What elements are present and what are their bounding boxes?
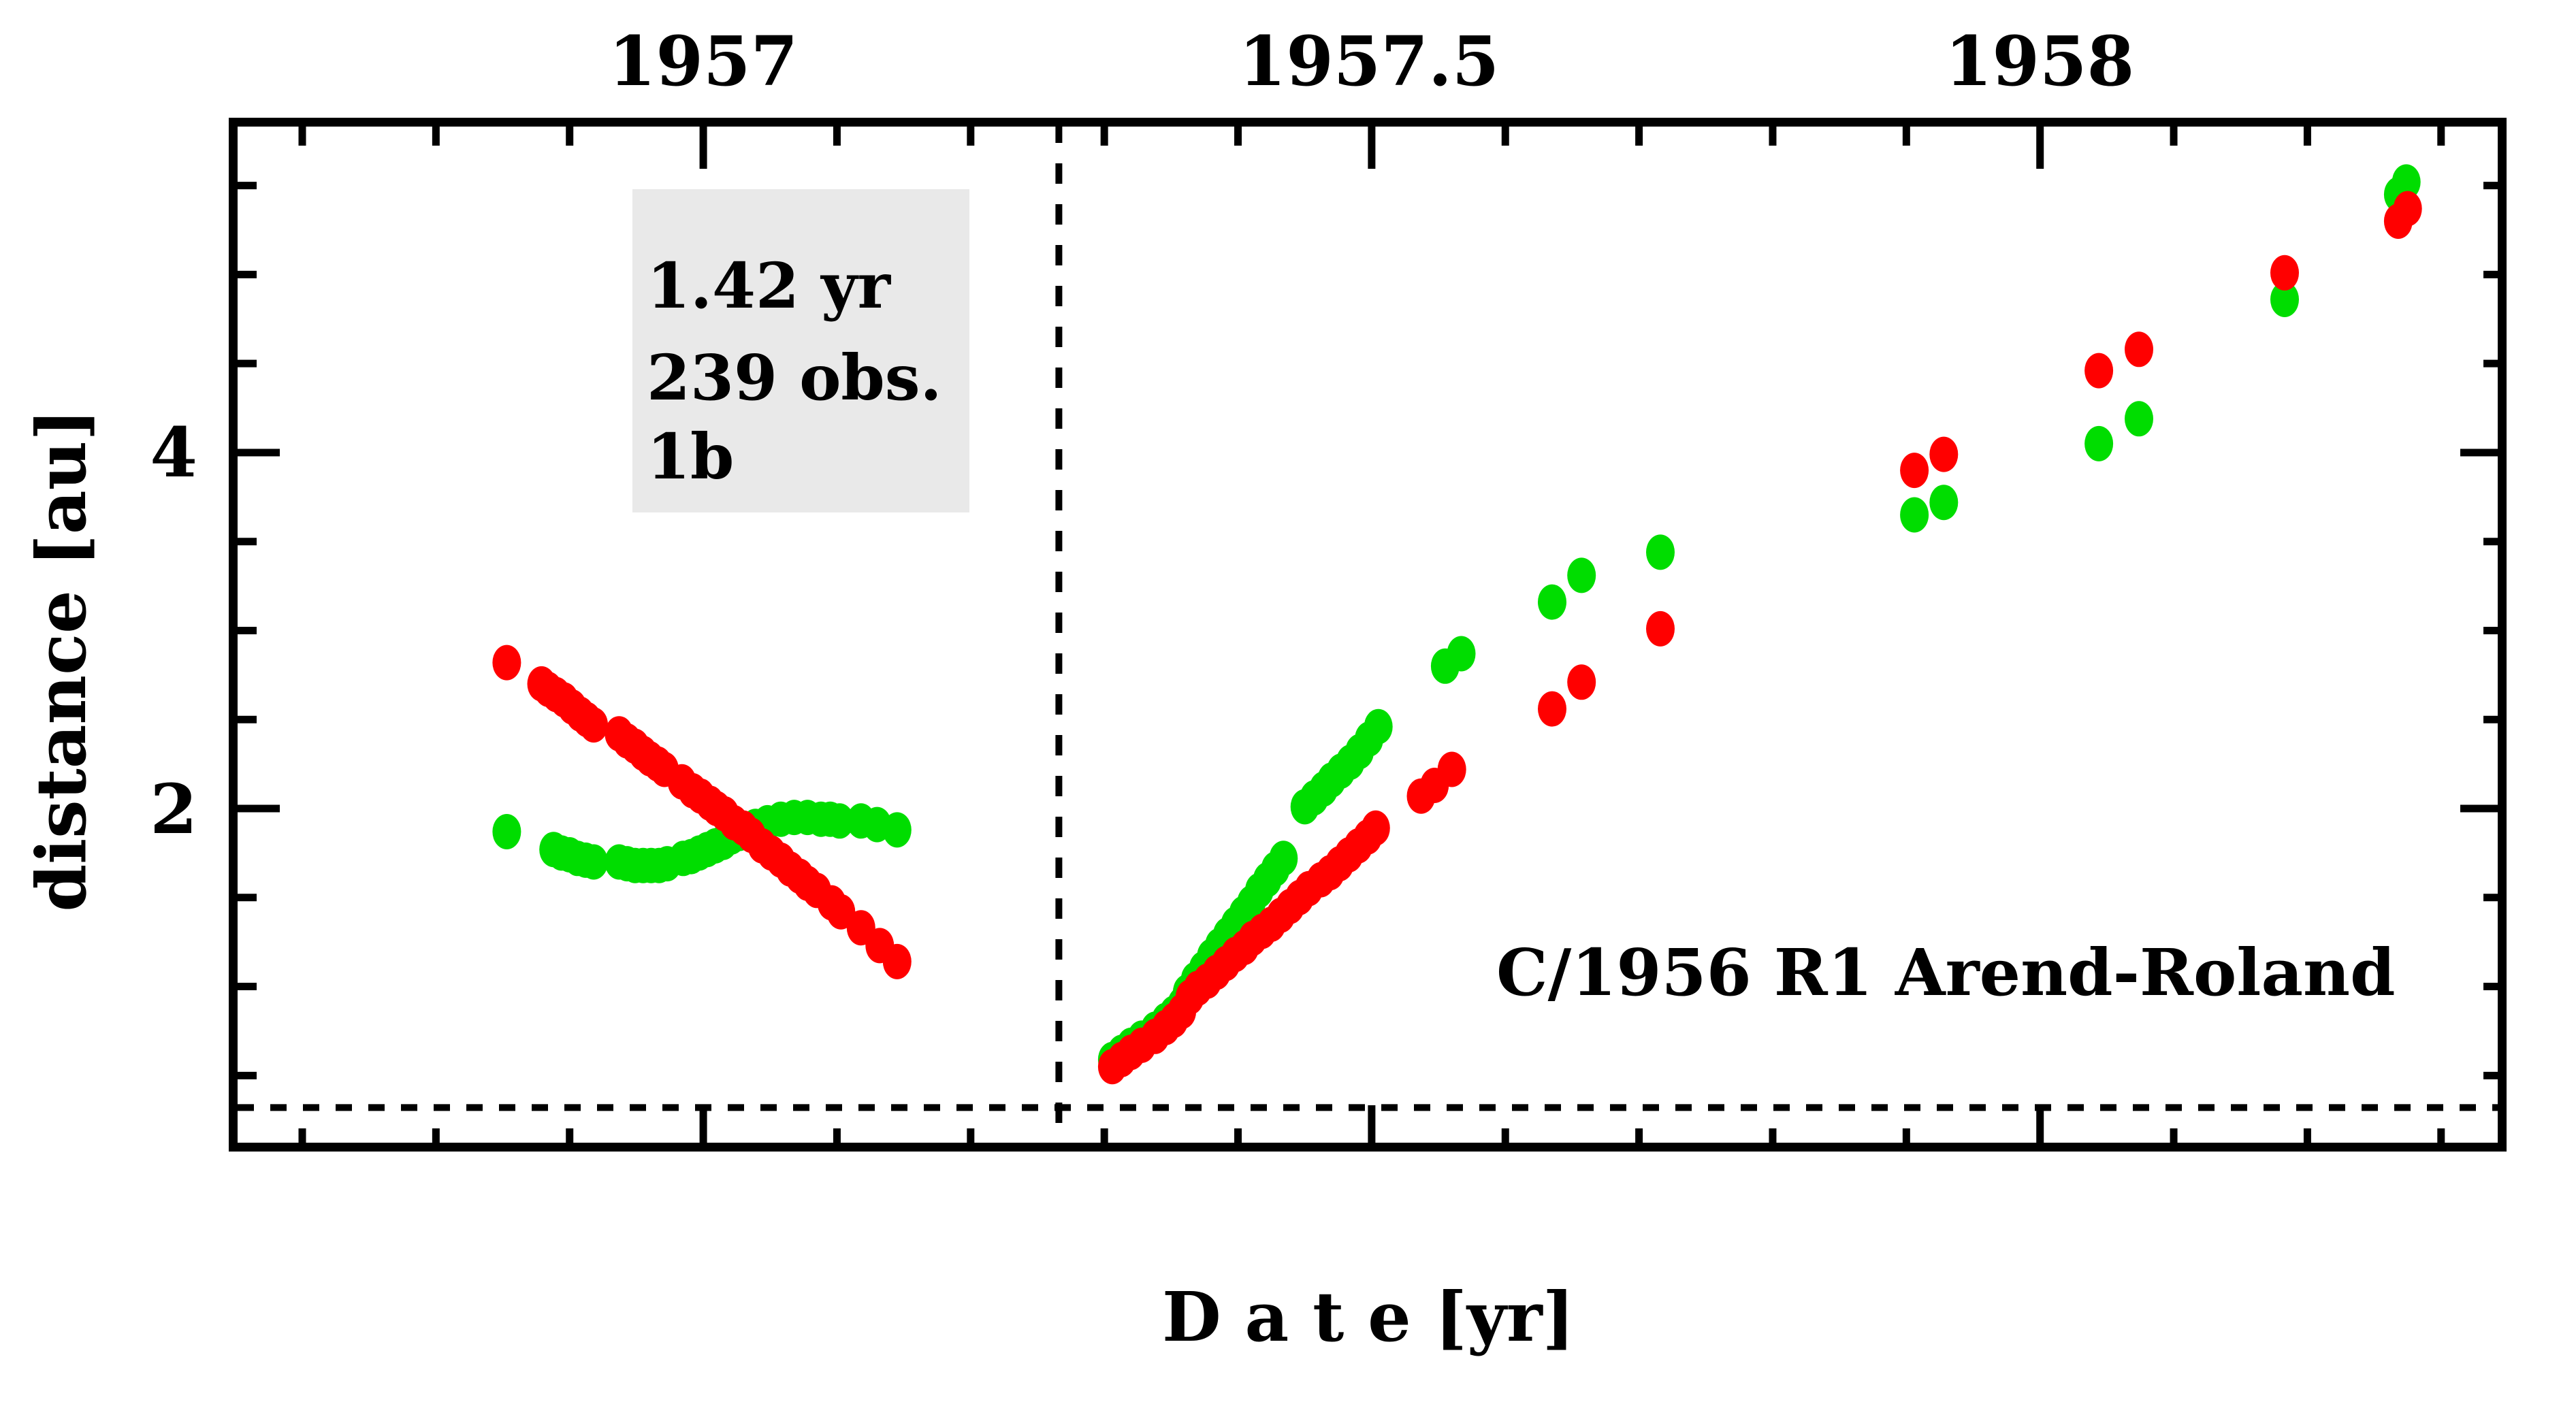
red-data-point: [882, 943, 912, 979]
red-data-point: [2084, 353, 2114, 389]
red-data-point: [1646, 610, 1675, 647]
series-red: [492, 191, 2422, 1085]
stats-line-observations: 239 obs.: [647, 341, 942, 414]
green-data-point: [882, 812, 912, 848]
green-data-point: [1900, 497, 1929, 533]
green-data-point: [1929, 485, 1959, 521]
green-data-point: [825, 803, 854, 839]
red-data-point: [1929, 436, 1959, 472]
stats-line-arc-length: 1.42 yr: [647, 249, 892, 323]
green-data-point: [1538, 584, 1566, 620]
y-axis-title: distance [au]: [21, 408, 101, 911]
green-data-point: [492, 814, 521, 849]
red-data-point: [2270, 255, 2299, 291]
red-data-point: [492, 645, 521, 681]
comet-name-label: C/1956 R1 Arend-Roland: [1496, 935, 2396, 1011]
x-tick-label-1958: 1958: [1945, 21, 2134, 101]
reference-lines: [238, 123, 2502, 1147]
plot-frame: [229, 118, 2507, 1152]
data-points: [492, 164, 2422, 1085]
green-data-point: [2270, 282, 2299, 317]
red-data-point: [1361, 810, 1390, 846]
red-data-point: [579, 707, 609, 743]
green-data-point: [1269, 841, 1298, 877]
red-data-point: [1437, 751, 1466, 787]
green-data-point: [1567, 557, 1596, 593]
x-axis-title: D a t e [yr]: [1162, 1277, 1575, 1357]
green-data-point: [2392, 164, 2421, 200]
green-data-point: [1447, 636, 1476, 672]
stats-box: [632, 189, 969, 512]
green-data-point: [1646, 534, 1675, 570]
y-tick-label-4: 4: [150, 412, 197, 493]
green-data-point: [2125, 401, 2153, 437]
red-data-point: [1567, 664, 1596, 700]
red-data-point: [1538, 691, 1566, 727]
red-data-point: [2125, 331, 2153, 368]
y-tick-label-2: 2: [150, 769, 197, 849]
green-data-point: [1364, 708, 1393, 745]
red-data-point: [1900, 453, 1929, 489]
stats-line-run-id: 1b: [647, 420, 734, 493]
green-data-point: [579, 844, 609, 880]
axis-ticks: [238, 127, 2502, 1147]
x-tick-label-1957-5: 1957.5: [1239, 21, 1500, 101]
x-tick-label-1957: 1957: [609, 21, 798, 101]
green-data-point: [2084, 425, 2114, 461]
red-data-point: [2393, 191, 2422, 227]
